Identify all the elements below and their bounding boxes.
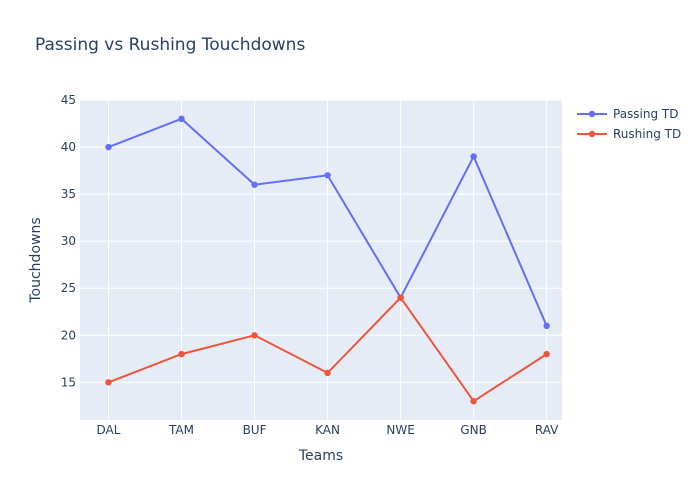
x-tick-label: RAV — [535, 423, 559, 437]
chart-title: Passing vs Rushing Touchdowns — [35, 35, 305, 55]
y-tick-label: 35 — [61, 187, 76, 201]
data-point — [543, 350, 550, 358]
x-tick-label: TAM — [168, 423, 194, 437]
data-point — [470, 397, 477, 405]
y-tick-labels: 15 20 25 30 35 40 45 — [61, 93, 76, 389]
y-tick-label: 30 — [61, 234, 76, 248]
legend-marker — [588, 110, 596, 118]
data-point — [105, 379, 112, 386]
x-tick-label: BUF — [243, 423, 267, 437]
x-tick-label: KAN — [315, 423, 340, 437]
x-tick-label: DAL — [97, 423, 121, 437]
legend-item: Passing TD — [577, 107, 679, 121]
data-point — [105, 143, 112, 151]
legend-marker — [588, 130, 596, 138]
data-point — [470, 153, 477, 160]
data-point — [251, 181, 258, 188]
data-point — [178, 115, 185, 123]
data-point — [397, 294, 404, 301]
y-tick-label: 40 — [61, 140, 76, 154]
data-point — [178, 350, 185, 358]
x-tick-label: NWE — [386, 423, 414, 437]
legend-label: Passing TD — [613, 107, 679, 121]
data-point — [543, 322, 550, 330]
data-point — [251, 332, 258, 339]
series-1 — [105, 294, 550, 405]
y-axis-title: Touchdowns — [28, 217, 44, 303]
y-tick-label: 45 — [61, 93, 76, 107]
y-tick-label: 25 — [61, 281, 76, 295]
gridlines — [80, 99, 562, 420]
legend: Passing TD Rushing TD — [577, 107, 681, 141]
y-tick-label: 15 — [61, 375, 76, 389]
x-axis-title: Teams — [298, 448, 343, 464]
x-tick-labels: DAL TAM BUF KAN NWE GNB RAV — [97, 423, 560, 437]
legend-label: Rushing TD — [613, 127, 681, 141]
data-point — [324, 172, 331, 179]
legend-item: Rushing TD — [577, 127, 681, 141]
x-tick-label: GNB — [460, 423, 487, 437]
data-point — [324, 369, 331, 377]
plot-area — [80, 100, 562, 420]
y-tick-label: 20 — [61, 328, 76, 342]
series-layer — [105, 115, 550, 405]
